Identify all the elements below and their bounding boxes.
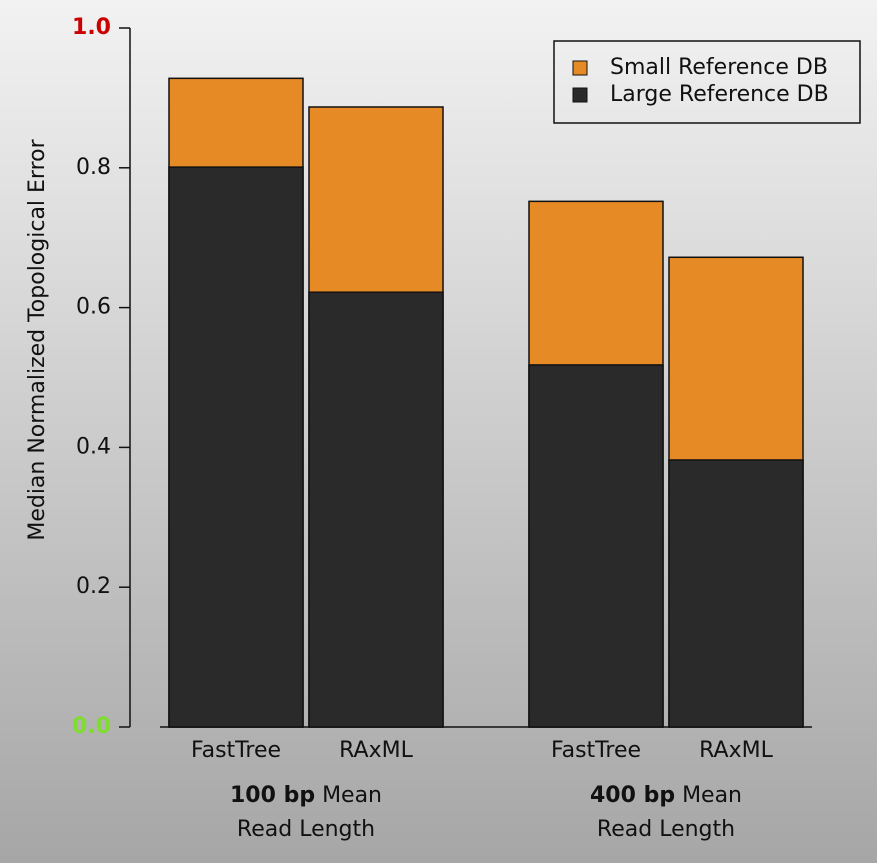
group-label-line2: Read Length [597, 817, 735, 842]
group-label-bold: 100 bp [230, 783, 315, 808]
legend-label: Small Reference DB [610, 55, 828, 80]
bar [168, 166, 304, 728]
group-label-bold: 400 bp [590, 783, 675, 808]
y-tick-label: 0.8 [76, 155, 111, 180]
group-label: 100 bp Mean [230, 783, 382, 808]
group-label-text: Mean [322, 783, 382, 808]
y-tick-label: 0.6 [76, 295, 111, 320]
legend-box [553, 40, 861, 124]
group-label-text: Mean [682, 783, 742, 808]
bar [308, 291, 444, 728]
group-label-line2: Read Length [237, 817, 375, 842]
group-label: 400 bp Mean [590, 783, 742, 808]
x-tick-label: FastTree [191, 738, 281, 763]
x-tick-label: FastTree [551, 738, 641, 763]
legend-label: Large Reference DB [610, 82, 829, 107]
legend-swatch [572, 87, 588, 103]
bar [668, 459, 804, 728]
y-tick-label: 0.2 [76, 574, 111, 599]
x-tick-label: RAxML [699, 738, 773, 763]
y-tick-label: 1.0 [72, 15, 111, 40]
y-tick-label: 0.0 [72, 714, 111, 739]
legend-swatch [572, 60, 588, 76]
y-axis-label: Median Normalized Topological Error [25, 138, 50, 540]
y-tick-label: 0.4 [76, 434, 111, 459]
x-tick-label: RAxML [339, 738, 413, 763]
bar [528, 364, 664, 728]
